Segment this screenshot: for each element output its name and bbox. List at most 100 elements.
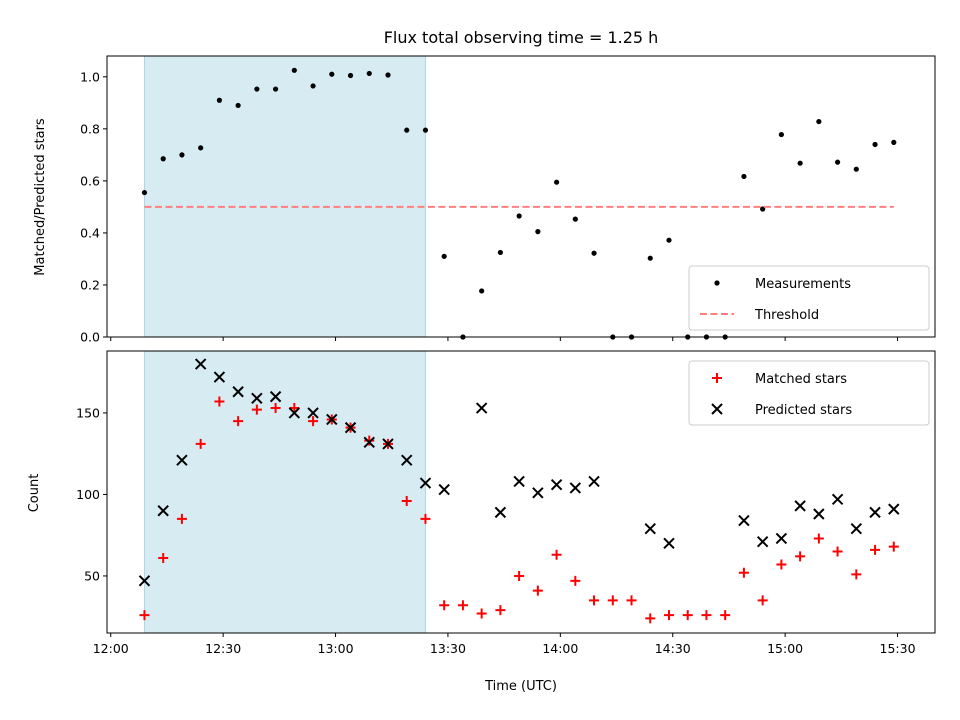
bottom-y-axis-label: Count xyxy=(27,474,42,513)
data-point xyxy=(720,610,731,621)
x-marker-stroke xyxy=(569,482,582,494)
data-point xyxy=(701,610,712,621)
data-point xyxy=(439,600,450,611)
data-point xyxy=(647,255,653,261)
y-tick-label: 50 xyxy=(84,568,100,583)
data-point xyxy=(272,86,279,92)
data-point xyxy=(738,514,750,527)
plus-marker-stroke xyxy=(308,416,319,427)
plus-marker-stroke xyxy=(233,416,244,427)
x-marker-stroke xyxy=(663,537,675,550)
plus-marker-stroke xyxy=(270,403,281,414)
x-marker-stroke xyxy=(588,475,600,488)
data-point xyxy=(288,407,301,419)
data-point xyxy=(420,513,431,524)
x-marker-stroke xyxy=(438,483,450,496)
data-point xyxy=(326,413,338,426)
x-marker-stroke xyxy=(157,505,169,517)
data-point xyxy=(757,595,768,606)
plus-marker-stroke xyxy=(570,575,581,586)
x-marker-stroke xyxy=(869,506,881,519)
plus-marker-stroke xyxy=(139,610,150,621)
plus-marker-stroke xyxy=(870,544,881,555)
legend-label: Threshold xyxy=(754,308,819,323)
legend-label: Matched stars xyxy=(755,372,847,387)
data-point xyxy=(422,127,429,133)
x-tick-label: 14:30 xyxy=(655,641,691,656)
data-point xyxy=(553,179,560,185)
data-point xyxy=(235,102,241,109)
plus-marker-stroke xyxy=(738,567,749,578)
data-point xyxy=(682,610,693,621)
x-marker-stroke xyxy=(888,503,900,515)
top-y-axis-label: Matched/Predicted stars xyxy=(33,118,48,276)
data-point xyxy=(141,189,148,196)
plus-marker-stroke xyxy=(851,569,862,580)
data-point xyxy=(251,392,263,404)
data-point xyxy=(850,522,863,535)
data-point xyxy=(404,127,410,133)
legend-box xyxy=(688,360,930,426)
data-point xyxy=(382,438,394,450)
data-point xyxy=(776,559,787,570)
data-point xyxy=(588,475,600,488)
data-point xyxy=(364,435,375,446)
plus-marker-stroke xyxy=(682,610,693,621)
top-panel: 0.0 0.2 0.4 0.6 0.8 1.0 Measurements Threshold xyxy=(80,55,936,345)
data-point xyxy=(794,500,806,512)
data-point xyxy=(476,608,487,619)
x-tick-label: 12:30 xyxy=(205,641,241,656)
legend-marker xyxy=(712,373,722,383)
plus-marker-stroke xyxy=(589,595,600,606)
data-point xyxy=(214,396,225,407)
data-point xyxy=(853,166,859,172)
plus-marker-stroke xyxy=(214,396,225,407)
plus-marker-stroke xyxy=(476,608,487,619)
data-point xyxy=(160,156,166,162)
plus-marker-stroke xyxy=(888,541,899,552)
x-marker-stroke xyxy=(176,454,188,466)
plus-marker-stroke xyxy=(663,610,674,621)
data-point xyxy=(816,118,822,125)
data-point xyxy=(756,536,769,548)
x-marker-stroke xyxy=(251,392,263,404)
x-marker-stroke xyxy=(232,386,244,398)
data-point xyxy=(441,253,447,259)
data-point xyxy=(232,386,244,398)
x-marker-stroke xyxy=(850,522,863,535)
data-point xyxy=(870,544,881,555)
data-point xyxy=(891,139,897,145)
data-point xyxy=(570,575,581,586)
data-point xyxy=(888,541,899,552)
legend: Measurements Threshold xyxy=(688,265,930,331)
data-point xyxy=(307,407,319,419)
plus-marker-stroke xyxy=(701,610,712,621)
data-point xyxy=(569,482,582,494)
x-marker-stroke xyxy=(138,575,151,587)
x-marker-stroke xyxy=(831,493,844,506)
data-point xyxy=(289,403,300,414)
data-point xyxy=(438,483,450,496)
highlight-span xyxy=(144,56,426,337)
data-point xyxy=(738,567,749,578)
plus-marker-stroke xyxy=(776,559,787,570)
data-point xyxy=(645,613,656,624)
plus-marker-stroke xyxy=(158,553,169,564)
data-point xyxy=(888,503,900,515)
x-marker-stroke xyxy=(194,358,207,370)
data-point xyxy=(644,522,656,535)
plus-marker-stroke xyxy=(439,600,450,611)
data-point xyxy=(194,358,207,370)
x-marker-stroke xyxy=(813,508,825,520)
data-point xyxy=(176,513,187,524)
legend-box xyxy=(688,265,930,331)
y-tick-label: 0.4 xyxy=(80,225,100,240)
data-point xyxy=(254,86,260,92)
plus-marker-stroke xyxy=(364,435,375,446)
data-point xyxy=(157,505,169,517)
data-point xyxy=(760,206,766,212)
plus-marker-stroke xyxy=(757,595,768,606)
x-marker-stroke xyxy=(344,421,357,434)
data-point xyxy=(797,160,803,166)
